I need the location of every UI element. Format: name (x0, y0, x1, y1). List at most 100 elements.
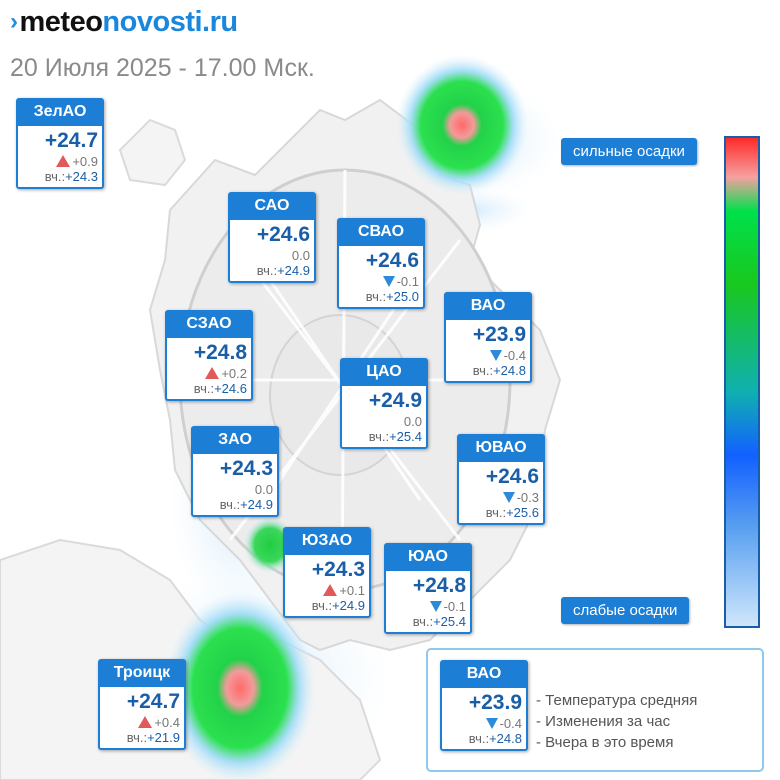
change-value: 0.0 (254, 482, 273, 497)
district-card[interactable]: ЗелАО +24.7 +0.9 вч.:+24.3 (16, 98, 104, 189)
yesterday-label: вч.: (126, 730, 148, 745)
precipitation-scale (724, 136, 760, 628)
temperature: +24.3 (311, 558, 365, 581)
yesterday: вч.:+24.6 (167, 381, 251, 399)
district-card[interactable]: ЮЗАО +24.3 +0.1 вч.:+24.9 (283, 527, 371, 618)
arrow-down-icon (489, 350, 502, 361)
temperature: +24.8 (193, 341, 247, 364)
change-value: -0.1 (443, 599, 466, 614)
legend-line: - Изменения за час (536, 713, 671, 730)
change-value: +0.9 (72, 154, 98, 169)
district-name: САО (230, 194, 314, 220)
yesterday-label: вч.: (219, 497, 241, 512)
logo-brand: novosti.ru (102, 6, 238, 38)
legend-lines: - Температура средняя - Изменения за час… (536, 690, 697, 753)
district-name: ЗАО (193, 428, 277, 454)
district-card[interactable]: Троицк +24.7 +0.4 вч.:+21.9 (98, 659, 186, 750)
change-value: -0.1 (396, 274, 419, 289)
district-name: ЮВАО (459, 436, 543, 462)
hourly-change: -0.4 (442, 715, 526, 731)
yesterday-label: вч.: (311, 598, 333, 613)
temperature: +24.9 (368, 389, 422, 412)
yesterday: вч.:+24.8 (442, 731, 526, 749)
yesterday-label: вч.: (472, 363, 494, 378)
yesterday-value: +24.9 (277, 263, 310, 278)
temperature: +24.8 (412, 574, 466, 597)
change-value: -0.4 (503, 348, 526, 363)
district-card[interactable]: СЗАО +24.8 +0.2 вч.:+24.6 (165, 310, 253, 401)
change-value: 0.0 (403, 414, 422, 429)
change-value: +0.2 (221, 366, 247, 381)
yesterday: вч.:+24.9 (285, 598, 369, 616)
yesterday-value: +24.6 (214, 381, 247, 396)
yesterday-label: вч.: (44, 169, 66, 184)
yesterday: вч.:+24.9 (193, 497, 277, 515)
yesterday-value: +25.0 (386, 289, 419, 304)
temperature: +23.9 (468, 691, 522, 714)
temperature: +24.6 (365, 249, 419, 272)
yesterday-label: вч.: (468, 731, 490, 746)
hourly-change: -0.3 (459, 489, 543, 505)
district-card[interactable]: СВАО +24.6 -0.1 вч.:+25.0 (337, 218, 425, 309)
temperature: +24.3 (219, 457, 273, 480)
arrow-up-icon (56, 155, 71, 167)
yesterday: вч.:+24.3 (18, 169, 102, 187)
yesterday: вч.:+25.0 (339, 289, 423, 307)
district-name: ЦАО (342, 360, 426, 386)
yesterday-value: +25.6 (506, 505, 539, 520)
district-card[interactable]: ЮВАО +24.6 -0.3 вч.:+25.6 (457, 434, 545, 525)
district-name: СЗАО (167, 312, 251, 338)
yesterday-value: +24.8 (493, 363, 526, 378)
moscow-boundary (118, 118, 187, 187)
yesterday-value: +25.4 (389, 429, 422, 444)
district-card[interactable]: ВАО +23.9 -0.4 вч.:+24.8 (444, 292, 532, 383)
yesterday: вч.:+25.4 (386, 614, 470, 632)
heavy-precipitation-cell (396, 55, 528, 195)
hourly-change: -0.1 (339, 273, 423, 289)
change-value: +0.1 (339, 583, 365, 598)
district-name: ВАО (446, 294, 530, 320)
district-card[interactable]: САО +24.6 0.0 вч.:+24.9 (228, 192, 316, 283)
arrow-down-icon (502, 492, 515, 503)
legend-line: - Температура средняя (536, 692, 698, 709)
district-name: СВАО (339, 220, 423, 246)
yesterday-value: +25.4 (433, 614, 466, 629)
yesterday: вч.:+21.9 (100, 730, 184, 748)
date-line: 20 Июля 2025 - 17.00 Мск. (10, 54, 315, 82)
district-card[interactable]: ЮАО +24.8 -0.1 вч.:+25.4 (384, 543, 472, 634)
yesterday: вч.:+25.6 (459, 505, 543, 523)
temperature: +24.6 (485, 465, 539, 488)
hourly-change: -0.1 (386, 598, 470, 614)
yesterday-label: вч.: (256, 263, 278, 278)
yesterday: вч.:+24.9 (230, 263, 314, 281)
site-logo[interactable]: ›meteonovosti.ru (10, 6, 238, 39)
district-card[interactable]: ЦАО +24.9 0.0 вч.:+25.4 (340, 358, 428, 449)
hourly-change: +0.4 (100, 714, 184, 730)
arrow-up-icon (323, 584, 338, 596)
yesterday-value: +24.9 (332, 598, 365, 613)
yesterday-value: +24.3 (65, 169, 98, 184)
change-value: +0.4 (154, 715, 180, 730)
hourly-change: 0.0 (342, 413, 426, 429)
district-card[interactable]: ЗАО +24.3 0.0 вч.:+24.9 (191, 426, 279, 517)
arrow-down-icon (382, 276, 395, 287)
temperature: +23.9 (472, 323, 526, 346)
chevron-right-icon: › (10, 8, 18, 35)
arrow-up-icon (138, 716, 153, 728)
hourly-change: 0.0 (230, 247, 314, 263)
hourly-change: -0.4 (446, 347, 530, 363)
legend-line: - Вчера в это время (536, 734, 674, 751)
scale-top-label: сильные осадки (561, 138, 697, 165)
yesterday-label: вч.: (412, 614, 434, 629)
hourly-change: 0.0 (193, 481, 277, 497)
yesterday: вч.:+24.8 (446, 363, 530, 381)
legend-sample-card: ВАО +23.9 -0.4 вч.:+24.8 (440, 660, 528, 751)
hourly-change: +0.1 (285, 582, 369, 598)
district-name: ЮАО (386, 545, 470, 571)
change-value: -0.3 (516, 490, 539, 505)
change-value: -0.4 (499, 716, 522, 731)
district-name: ЮЗАО (285, 529, 369, 555)
yesterday-value: +24.9 (240, 497, 273, 512)
district-name: Троицк (100, 661, 184, 687)
arrow-down-icon (485, 718, 498, 729)
